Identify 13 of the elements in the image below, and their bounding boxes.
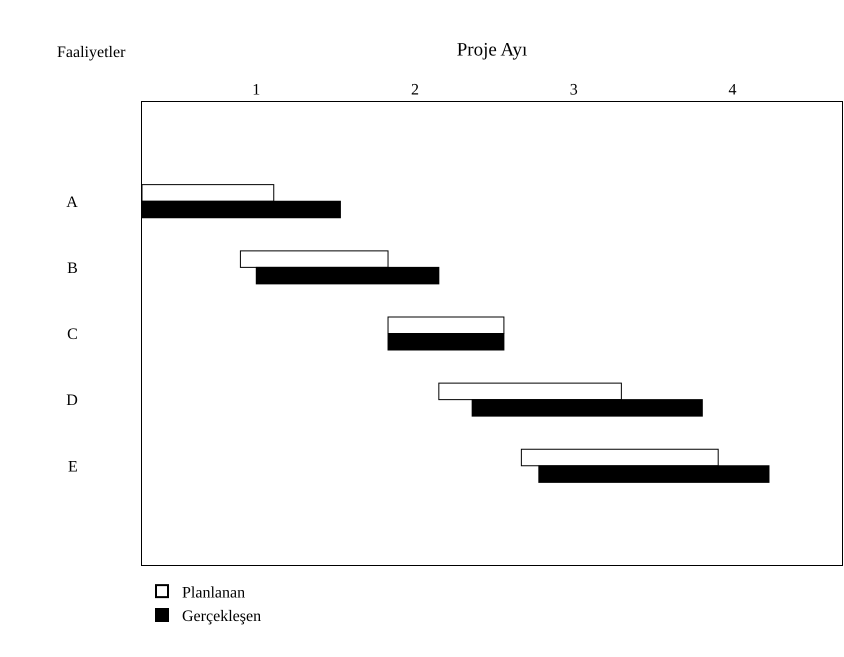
x-tick-label: 4 <box>728 82 736 99</box>
y-tick-label: B <box>67 260 78 277</box>
legend-label: Gerçekleşen <box>182 608 262 626</box>
y-tick-label: A <box>66 194 78 211</box>
y-tick-label: C <box>67 326 78 344</box>
x-tick-label: 2 <box>411 82 420 99</box>
y-tick-label: D <box>66 392 78 410</box>
x-tick-label: 3 <box>570 82 578 99</box>
x-tick-label: 1 <box>252 82 260 99</box>
x-axis-title: Proje Ayı <box>456 39 528 60</box>
y-tick-label: E <box>68 458 78 476</box>
legend-label: Planlanan <box>182 584 246 602</box>
y-axis-title: Faaliyetler <box>57 44 126 61</box>
